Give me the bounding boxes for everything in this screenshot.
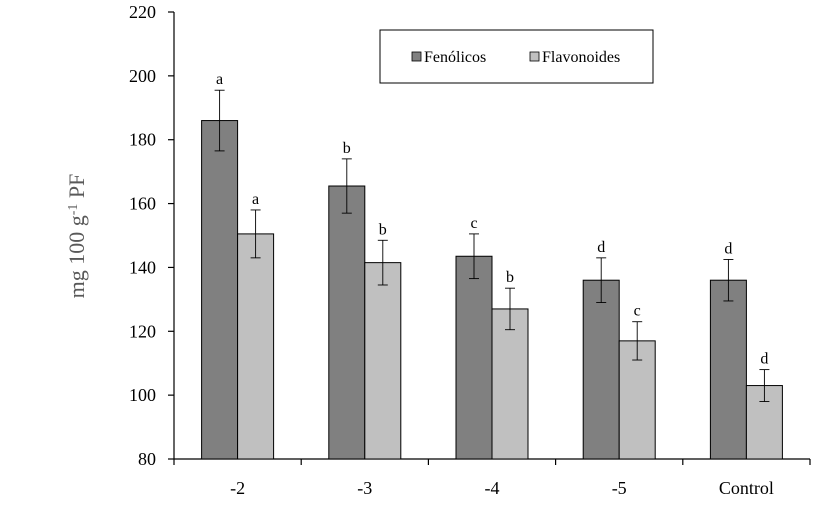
- bar: [364, 262, 402, 460]
- x-tick-label: -5: [612, 478, 627, 498]
- significance-label: b: [343, 140, 351, 157]
- y-tick-label: 220: [129, 2, 156, 22]
- bar: [491, 308, 529, 460]
- y-tick-label: 160: [129, 194, 156, 214]
- plot-area: 80 100 120 140 160 180 200 220 -2 -3 -4 -5 Control a b…: [129, 2, 811, 498]
- legend-swatch-flavonoides: [529, 51, 540, 62]
- significance-label: a: [216, 71, 223, 88]
- significance-label: b: [379, 221, 387, 238]
- x-tick-label: -4: [485, 478, 500, 498]
- bar: [745, 385, 783, 460]
- y-tick-label: 80: [138, 449, 156, 469]
- significance-label: c: [634, 303, 641, 320]
- legend-label-flavonoides: Flavonoides: [542, 49, 620, 66]
- bar: [455, 255, 493, 460]
- legend-label-fenolicos: Fenólicos: [424, 49, 486, 66]
- x-tick-label: -2: [230, 478, 245, 498]
- bar: [201, 120, 239, 460]
- significance-label: d: [760, 351, 768, 368]
- x-tick-label: Control: [719, 478, 774, 498]
- x-tick-label: -3: [357, 478, 372, 498]
- y-axis-label-main: mg 100 g: [64, 215, 89, 298]
- y-axis-label: mg 100 g-1 PF: [64, 174, 89, 299]
- y-tick-label: 100: [129, 385, 156, 405]
- y-axis-label-tail: PF: [64, 174, 89, 204]
- bar: [709, 279, 747, 460]
- bar: [328, 185, 366, 460]
- y-tick-label: 180: [129, 130, 156, 150]
- legend-box: [379, 29, 654, 84]
- legend: Fenólicos Flavonoides: [379, 29, 654, 84]
- significance-label: c: [470, 215, 477, 232]
- bar: [237, 233, 275, 460]
- significance-label: a: [252, 191, 259, 208]
- bar: [582, 279, 620, 460]
- significance-label: d: [597, 239, 605, 256]
- y-tick-label: 200: [129, 66, 156, 86]
- y-tick-label: 140: [129, 257, 156, 277]
- significance-label: d: [724, 240, 732, 257]
- significance-label: b: [506, 269, 514, 286]
- legend-swatch-fenolicos: [411, 51, 422, 62]
- y-axis-label-sup: -1: [66, 204, 81, 216]
- y-tick-label: 120: [129, 321, 156, 341]
